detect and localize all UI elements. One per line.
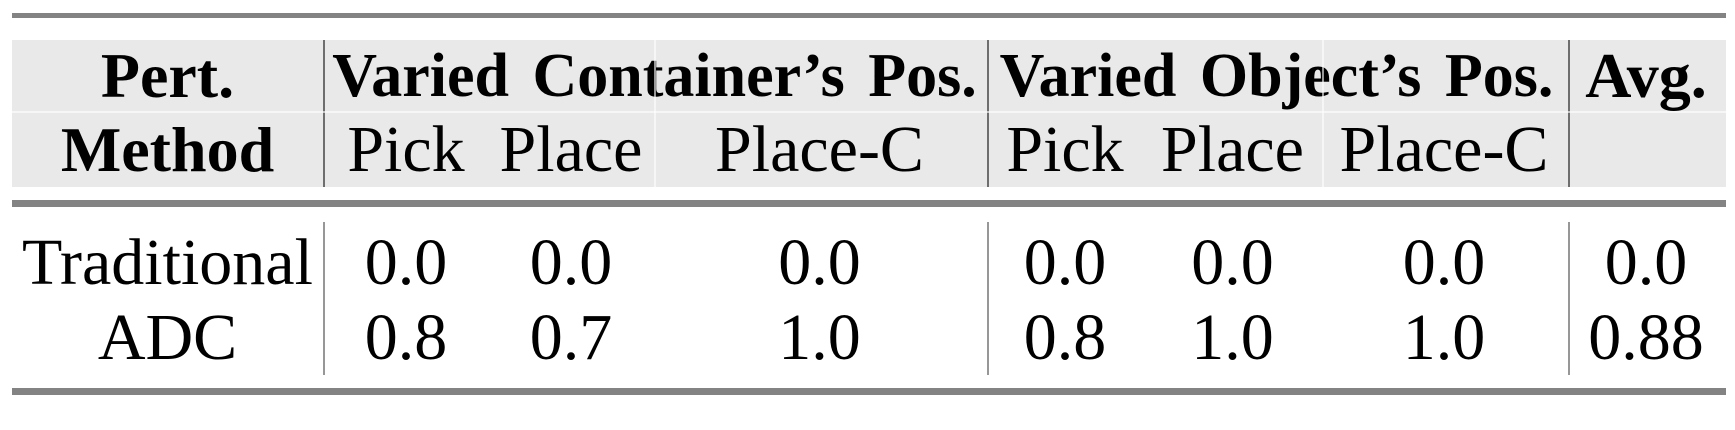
subheader-avg-empty xyxy=(1567,112,1725,187)
value-cell: 1.0 xyxy=(1191,300,1274,374)
header-row-groups: Pert. Varied Container’s Pos. Varied Obj… xyxy=(12,40,1726,112)
subheader-place-c-object: Place-C xyxy=(1339,112,1549,186)
table-row-traditional: Traditional 0.0 0.0 0.0 0.0 0.0 0.0 0.0 xyxy=(12,225,1726,300)
value-cell: 0.0 xyxy=(1191,225,1274,299)
value-cell: 0.0 xyxy=(529,225,613,299)
results-table: Pert. Varied Container’s Pos. Varied Obj… xyxy=(12,13,1726,395)
subheader-place-object: Place xyxy=(1161,112,1304,186)
method-cell: ADC xyxy=(97,300,238,374)
table-body: Traditional 0.0 0.0 0.0 0.0 0.0 0.0 0.0 … xyxy=(12,207,1726,388)
header-pert: Pert. xyxy=(100,40,235,111)
header-column-divider-2 xyxy=(987,40,989,187)
mid-rule xyxy=(12,200,1726,207)
header-cell-seam-1 xyxy=(654,40,656,187)
table-row-adc: ADC 0.8 0.7 1.0 0.8 1.0 1.0 0.88 xyxy=(12,300,1726,375)
header-column-divider-3 xyxy=(1568,40,1570,187)
avg-cell: 0.0 xyxy=(1604,225,1688,299)
bottom-rule xyxy=(12,388,1726,395)
table-header: Pert. Varied Container’s Pos. Varied Obj… xyxy=(12,40,1726,187)
subheader-pick-object: Pick xyxy=(1006,112,1124,186)
header-group-varied-object-pos: Varied Object’s Pos. xyxy=(999,42,1554,110)
value-cell: 0.8 xyxy=(364,300,448,374)
subheader-place-c-container: Place-C xyxy=(715,112,924,186)
value-cell: 0.8 xyxy=(1023,300,1107,374)
value-cell: 0.0 xyxy=(1402,225,1486,299)
value-cell: 0.0 xyxy=(1023,225,1107,299)
value-cell: 0.7 xyxy=(529,300,613,374)
header-method: Method xyxy=(60,113,275,185)
value-cell: 0.0 xyxy=(364,225,448,299)
header-row-seam xyxy=(12,111,1726,113)
header-cell-seam-2 xyxy=(1322,40,1324,187)
top-rule xyxy=(12,13,1726,18)
avg-cell: 0.88 xyxy=(1588,300,1704,374)
body-column-divider-1 xyxy=(323,222,325,375)
body-column-divider-2 xyxy=(987,222,989,375)
body-column-divider-3 xyxy=(1568,222,1570,375)
value-cell: 0.0 xyxy=(778,225,861,299)
value-cell: 1.0 xyxy=(778,300,861,374)
header-avg: Avg. xyxy=(1585,40,1707,111)
value-cell: 1.0 xyxy=(1402,300,1486,374)
subheader-pick-container: Pick xyxy=(347,112,465,186)
header-row-subcolumns: Method Pick Place Place-C Pick Place Pla… xyxy=(12,112,1726,187)
subheader-place-container: Place xyxy=(499,112,643,186)
method-cell: Traditional xyxy=(22,225,313,299)
header-column-divider-1 xyxy=(323,40,325,187)
